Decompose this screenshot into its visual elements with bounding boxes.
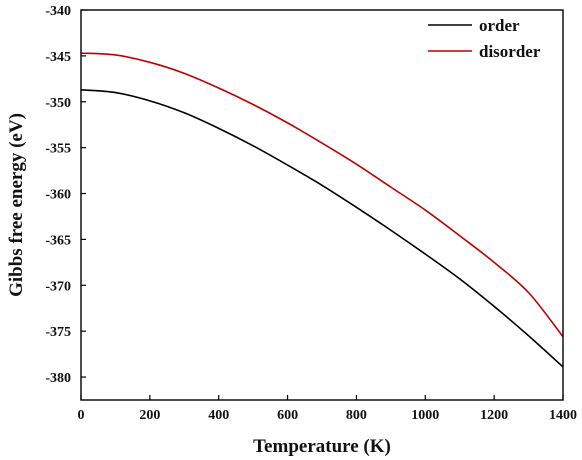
x-tick-label: 1400 [549,408,577,423]
x-axis-title: Temperature (K) [253,436,391,457]
x-tick-label: 600 [277,408,298,423]
x-tick-label: 1200 [480,408,508,423]
y-tick-label: -365 [45,233,71,248]
plot-layer [80,52,564,368]
y-tick-label: -370 [45,279,71,294]
legend-label-order: order [479,16,520,35]
series-line-order [80,89,564,368]
y-tick-label: -350 [45,96,71,111]
y-tick-label: -360 [45,188,71,203]
legend: order disorder [428,16,541,61]
axes-layer: 0 200 400 600 800 1000 1200 1400 -340 -345 -350 -35… [45,4,577,423]
y-tick-label: -355 [45,142,71,157]
x-tick-label: 1000 [411,408,439,423]
legend-label-disorder: disorder [479,42,541,61]
y-tick-label: -345 [45,50,71,65]
y-tick-label: -340 [45,4,71,19]
x-tick-label: 400 [208,408,229,423]
y-axis-title: Gibbs free energy (eV) [6,113,27,297]
x-tick-label: 800 [346,408,367,423]
plot-frame [80,9,564,401]
series-line-disorder [80,52,564,338]
y-tick-label: -380 [45,371,71,386]
x-tick-label: 0 [78,408,85,423]
x-tick-label: 200 [139,408,160,423]
y-tick-label: -375 [45,325,71,340]
